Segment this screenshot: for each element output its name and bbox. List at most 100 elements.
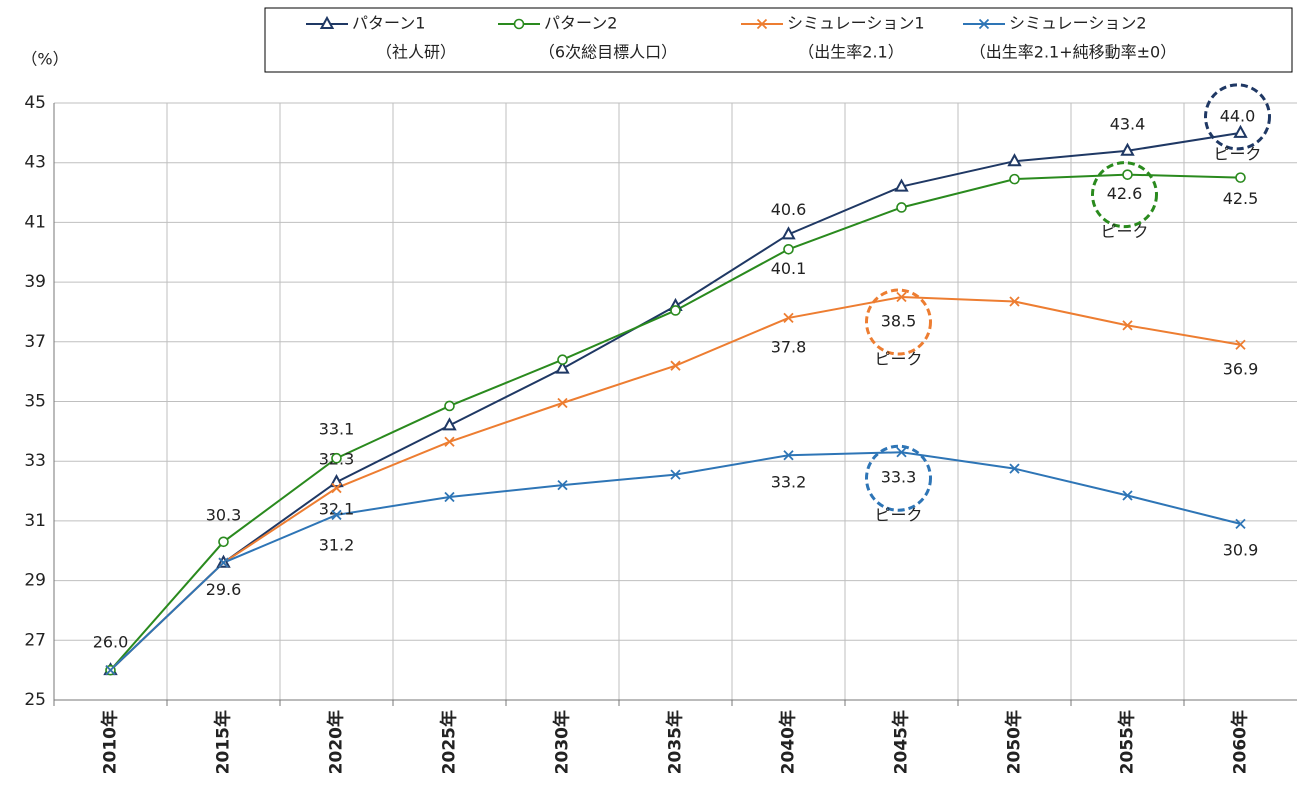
marker: [1009, 296, 1020, 307]
x-tick-label: 2045年: [891, 710, 912, 774]
legend-box: [264, 7, 1293, 73]
marker: [896, 447, 907, 458]
marker: [557, 397, 568, 409]
data-label: 42.5: [1223, 189, 1259, 208]
marker: [444, 491, 455, 503]
marker: [670, 360, 681, 371]
data-label: 30.9: [1223, 540, 1259, 559]
data-label: 30.3: [206, 505, 242, 524]
legend-label: パターン1: [352, 14, 425, 33]
data-label: 33.3: [881, 468, 917, 487]
data-label: 37.8: [771, 337, 807, 356]
legend-sublabel: （出生率2.1）: [798, 43, 903, 62]
peak-label: ピーク: [1100, 222, 1148, 241]
data-label: 43.4: [1110, 114, 1146, 133]
y-tick-label: 25: [24, 690, 46, 710]
marker: [1007, 153, 1022, 167]
legend-label: パターン2: [544, 14, 617, 33]
marker: [756, 18, 768, 30]
marker: [896, 291, 907, 303]
data-label: 33.1: [319, 420, 355, 439]
data-label: 38.5: [881, 312, 917, 331]
peak-label: ピーク: [874, 350, 922, 369]
legend-sublabel: （出生率2.1+純移動率±0）: [970, 43, 1176, 62]
marker: [1120, 142, 1135, 156]
marker: [331, 509, 342, 521]
marker: [1233, 124, 1248, 138]
x-tick-label: 2060年: [1230, 710, 1251, 774]
peak-circle: [865, 288, 932, 356]
y-tick-label: 31: [24, 511, 46, 531]
legend-label: シミュレーション2: [1009, 14, 1147, 33]
marker: [781, 226, 796, 240]
marker: [783, 450, 794, 461]
peak-circle: [865, 444, 932, 512]
data-label: 32.1: [319, 500, 355, 519]
peak-circle: [1204, 83, 1271, 151]
marker: [978, 18, 990, 30]
legend-label: シミュレーション1: [787, 14, 925, 33]
data-label: 26.0: [93, 633, 129, 652]
marker: [1235, 518, 1246, 530]
marker: [444, 436, 455, 447]
data-label: 29.6: [206, 580, 242, 599]
marker: [783, 243, 794, 255]
marker: [444, 400, 455, 412]
marker: [513, 18, 525, 30]
marker: [1122, 169, 1133, 180]
marker: [670, 469, 681, 480]
y-tick-label: 39: [24, 272, 46, 292]
marker: [329, 474, 344, 488]
marker: [319, 15, 335, 29]
marker: [1235, 172, 1246, 183]
x-tick-label: 2030年: [552, 710, 573, 774]
y-tick-label: 27: [24, 630, 46, 650]
marker: [105, 665, 116, 676]
peak-label: ピーク: [1213, 144, 1261, 163]
marker: [783, 312, 794, 324]
marker: [1009, 173, 1020, 185]
y-tick-label: 35: [24, 392, 46, 412]
data-label: 31.2: [319, 535, 355, 554]
data-label: 42.6: [1107, 184, 1143, 203]
marker: [442, 417, 457, 431]
legend-sublabel: （6次総目標人口）: [539, 43, 677, 62]
marker: [896, 202, 907, 213]
x-tick-label: 2015年: [213, 710, 234, 774]
data-label: 40.6: [771, 200, 807, 219]
data-label: 33.2: [771, 473, 807, 492]
marker: [555, 360, 570, 374]
peak-circle: [1091, 161, 1158, 229]
x-tick-label: 2055年: [1117, 710, 1138, 774]
y-tick-label: 41: [24, 212, 46, 232]
y-axis-label: （%）: [21, 50, 68, 69]
y-tick-label: 45: [24, 93, 46, 113]
marker: [218, 536, 229, 548]
y-tick-label: 29: [24, 571, 46, 591]
marker: [557, 354, 568, 366]
data-label: 36.9: [1223, 359, 1259, 378]
marker: [894, 178, 909, 192]
data-label: 40.1: [771, 259, 807, 278]
marker: [331, 452, 342, 464]
marker: [1235, 339, 1246, 350]
marker: [218, 557, 229, 568]
marker: [670, 305, 681, 316]
marker: [331, 482, 342, 494]
y-tick-label: 43: [24, 153, 46, 173]
marker: [557, 479, 568, 491]
legend-sublabel: （社人研）: [376, 43, 456, 62]
marker: [1122, 490, 1133, 501]
data-label: 44.0: [1220, 106, 1256, 125]
x-tick-label: 2040年: [778, 710, 799, 774]
x-tick-label: 2050年: [1004, 710, 1025, 774]
y-tick-label: 33: [24, 451, 46, 471]
x-tick-label: 2025年: [439, 710, 460, 774]
x-tick-label: 2010年: [100, 710, 121, 774]
x-tick-label: 2020年: [326, 710, 347, 774]
marker: [1122, 320, 1133, 331]
x-tick-label: 2035年: [665, 710, 686, 774]
y-tick-label: 37: [24, 332, 46, 352]
